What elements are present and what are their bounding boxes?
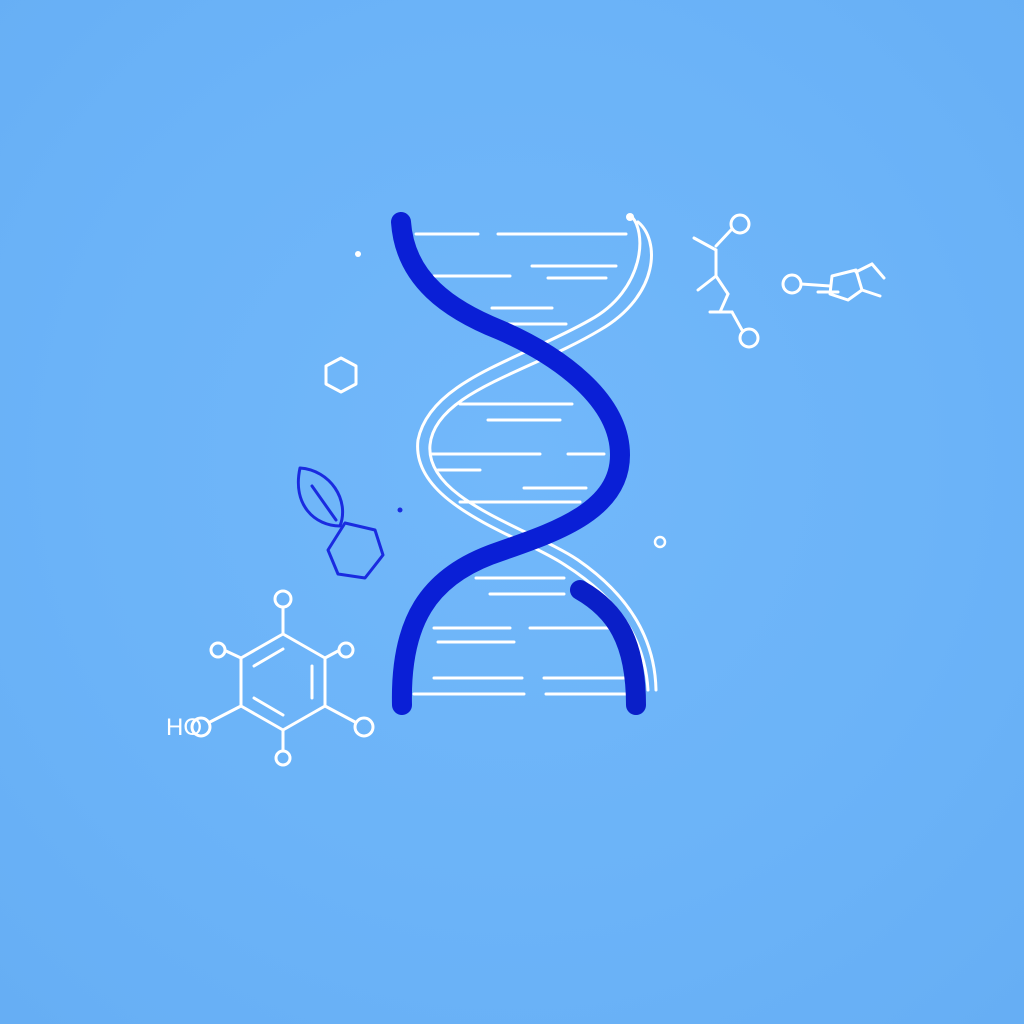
pentagon-molecule-icon <box>781 262 886 302</box>
decor-dot <box>397 507 403 513</box>
dna-base-pairs <box>412 232 628 696</box>
leaf-molecule-icon <box>297 466 385 580</box>
decor-dot <box>355 251 361 257</box>
dna-front-strand <box>391 212 631 715</box>
small-hexagon-icon <box>324 356 358 394</box>
decor-ring-dot <box>653 535 667 549</box>
hexagon-molecule-icon <box>190 589 375 767</box>
dna-front-strand-tail <box>570 580 646 715</box>
chain-molecule-icon <box>692 213 760 349</box>
hydroxyl-label: HO <box>166 714 202 741</box>
